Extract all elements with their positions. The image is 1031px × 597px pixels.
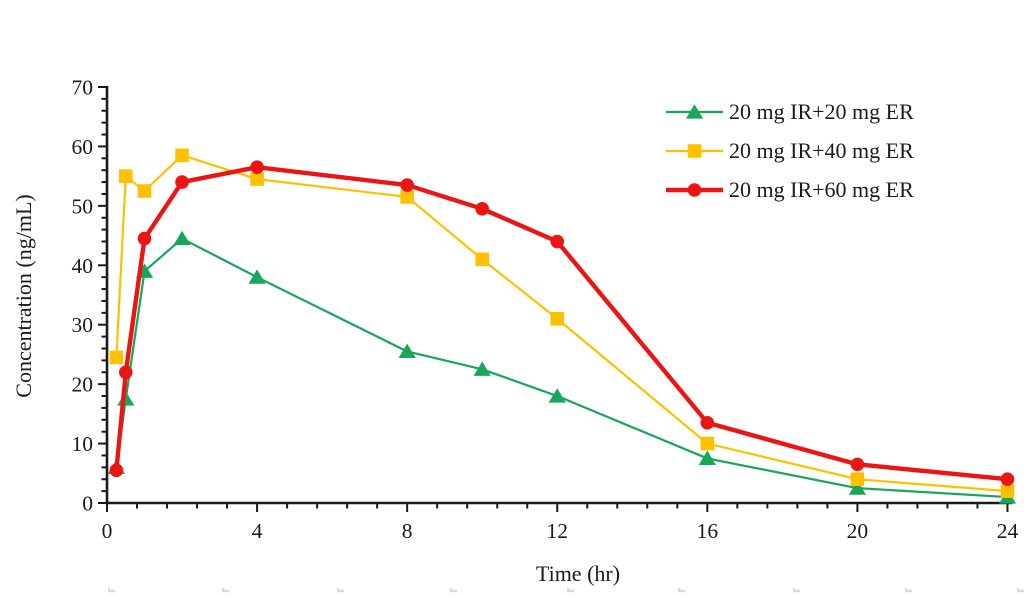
data-point-marker <box>109 350 124 365</box>
data-point-marker <box>1000 484 1015 498</box>
data-point-marker <box>475 252 489 267</box>
data-point-marker <box>118 169 133 183</box>
data-point-marker <box>109 463 124 478</box>
series-20-mg-ir-20-mg-er <box>107 230 1017 504</box>
data-point-marker <box>118 365 133 380</box>
data-point-marker <box>137 231 152 246</box>
legend-marker-circle-icon <box>666 182 723 197</box>
y-tick-label: 0 <box>82 492 93 516</box>
data-point-marker <box>548 388 566 403</box>
x-tick-label: 20 <box>847 519 869 543</box>
legend-item-ir20-er60: 20 mg IR+60 mg ER <box>666 170 914 209</box>
data-point-marker <box>137 184 152 198</box>
data-point-marker <box>398 343 416 359</box>
legend-marker-square-icon <box>666 143 723 158</box>
x-axis-ticks: 0 4 8 12 16 20 24 <box>102 503 1019 543</box>
data-point-marker <box>250 160 264 175</box>
x-tick-label: 0 <box>102 519 113 543</box>
y-axis-ticks: 0 10 20 30 40 50 60 70 <box>72 76 107 516</box>
x-tick-label: 16 <box>697 519 719 543</box>
series-20-mg-ir-60-mg-er <box>109 160 1015 487</box>
y-tick-label: 20 <box>72 373 94 397</box>
data-point-marker <box>687 143 702 158</box>
data-point-marker <box>848 480 866 495</box>
legend-label: 20 mg IR+60 mg ER <box>729 176 914 202</box>
data-point-marker <box>850 457 865 472</box>
legend-marker-triangle-icon <box>666 103 723 119</box>
data-point-marker <box>685 103 704 119</box>
data-point-marker <box>175 148 189 163</box>
x-tick-label: 12 <box>546 519 568 543</box>
data-point-marker <box>473 361 491 376</box>
data-point-marker <box>475 202 490 216</box>
legend-sample-marker <box>685 103 704 119</box>
data-point-marker <box>1000 472 1015 487</box>
data-point-marker <box>400 190 414 204</box>
data-point-marker <box>550 234 565 249</box>
data-point-marker <box>687 182 702 197</box>
y-tick-label: 40 <box>72 254 94 278</box>
scan-artifact-marks <box>108 588 1024 593</box>
series-20-mg-ir-40-mg-er <box>109 148 1015 498</box>
y-tick-label: 70 <box>72 76 94 100</box>
y-axis-title: Concentration (ng/mL) <box>11 194 36 398</box>
data-point-marker <box>698 450 716 466</box>
legend-item-ir20-er20: 20 mg IR+20 mg ER <box>666 92 914 131</box>
data-point-marker <box>175 175 189 189</box>
data-point-marker <box>250 172 264 186</box>
x-tick-label: 24 <box>997 519 1019 543</box>
legend-item-ir20-er40: 20 mg IR+40 mg ER <box>666 131 914 170</box>
legend-sample-marker <box>687 182 702 197</box>
data-point-marker <box>248 269 266 284</box>
data-point-marker <box>850 472 865 487</box>
legend-sample-marker <box>687 143 702 158</box>
y-tick-label: 50 <box>72 194 94 218</box>
x-tick-label: 8 <box>402 519 413 543</box>
x-tick-label: 4 <box>252 519 263 543</box>
data-point-marker <box>400 178 414 192</box>
legend: 20 mg IR+20 mg ER 20 mg IR+40 mg ER 20 m… <box>666 92 914 209</box>
legend-label: 20 mg IR+40 mg ER <box>729 137 914 163</box>
y-tick-label: 60 <box>72 135 94 159</box>
data-point-marker <box>550 311 565 326</box>
y-tick-label: 10 <box>72 432 94 456</box>
x-axis-title: Time (hr) <box>535 561 621 586</box>
data-point-marker <box>700 415 715 430</box>
legend-label: 20 mg IR+20 mg ER <box>729 98 914 124</box>
y-tick-label: 30 <box>72 313 94 337</box>
data-point-marker <box>173 230 191 246</box>
series-line <box>115 237 1009 499</box>
data-point-marker <box>700 436 715 451</box>
